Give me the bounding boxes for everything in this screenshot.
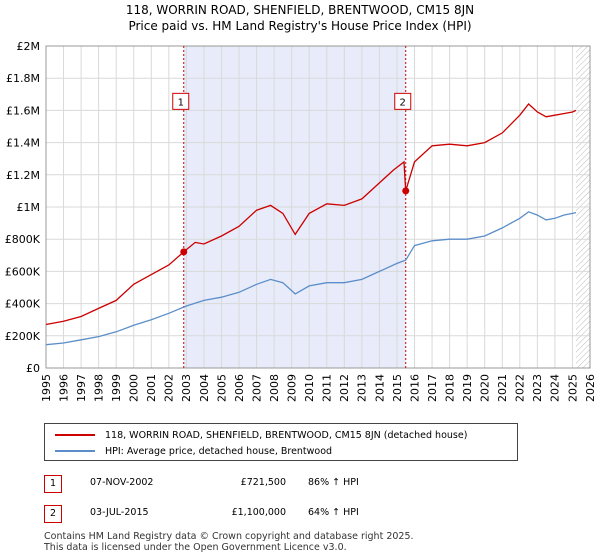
x-tick-label: 2016 — [408, 374, 421, 402]
sale-label-box — [172, 92, 190, 110]
series-line-hpi — [45, 211, 577, 346]
title-line-2: Price paid vs. HM Land Registry's House … — [128, 19, 472, 33]
x-tick-label: 2017 — [426, 374, 439, 402]
title-line-1: 118, WORRIN ROAD, SHENFIELD, BRENTWOOD, … — [125, 3, 475, 17]
y-tick-label: £400K — [5, 298, 41, 311]
x-tick-label: 2023 — [531, 374, 544, 402]
x-tick-label: 2019 — [461, 374, 474, 402]
y-tick-label: £1.8M — [6, 72, 40, 85]
x-tick-label: 2003 — [180, 374, 193, 402]
sale-row: 2 03-JUL-2015 £1,100,000 64% ↑ HPI — [44, 505, 544, 523]
x-tick-label: 2011 — [321, 374, 334, 402]
legend-swatch-property — [55, 434, 95, 436]
sale-number-badge: 2 — [44, 505, 62, 523]
sale-label-text: 1 — [178, 97, 184, 108]
y-tick-label: £1.2M — [6, 169, 40, 182]
sale-hpi-change: 86% ↑ HPI — [308, 477, 359, 488]
sale-date: 07-NOV-2002 — [90, 477, 154, 488]
sale-price: £1,100,000 — [231, 507, 286, 518]
chart-legend: 118, WORRIN ROAD, SHENFIELD, BRENTWOOD, … — [44, 423, 518, 461]
legend-item-property: 118, WORRIN ROAD, SHENFIELD, BRENTWOOD, … — [55, 428, 467, 442]
series-line-property — [45, 103, 577, 326]
footer-line-2: This data is licensed under the Open Gov… — [44, 542, 347, 553]
sale-point — [180, 248, 188, 256]
legend-item-hpi: HPI: Average price, detached house, Bren… — [55, 444, 332, 458]
x-tick-label: 2026 — [584, 374, 597, 402]
y-tick-label: £2M — [17, 40, 41, 53]
sale-point — [402, 187, 410, 195]
x-tick-label: 2009 — [286, 374, 299, 402]
legend-swatch-hpi — [55, 450, 95, 452]
x-tick-label: 1998 — [92, 374, 105, 402]
sale-date: 03-JUL-2015 — [90, 507, 149, 518]
price-chart: £0 £200K £400K £600K £800K £1M £1.2M £1.4M £1.6M… — [5, 40, 597, 402]
x-tick-label: 2021 — [496, 374, 509, 402]
x-tick-label: 2007 — [250, 374, 263, 402]
x-tick-label: 2013 — [356, 374, 369, 402]
y-tick-label: £800K — [5, 233, 41, 246]
sale-label-box — [394, 92, 412, 110]
x-tick-label: 1996 — [57, 374, 70, 402]
x-tick-label: 2010 — [303, 374, 316, 402]
sale-hpi-change: 64% ↑ HPI — [308, 507, 359, 518]
x-tick-label: 1999 — [110, 374, 123, 402]
x-tick-label: 2012 — [338, 374, 351, 402]
plot-frame — [45, 45, 591, 369]
legend-label-hpi: HPI: Average price, detached house, Bren… — [105, 445, 333, 457]
x-tick-label: 2005 — [215, 374, 228, 402]
x-tick-label: 2020 — [479, 374, 492, 402]
y-tick-label: £600K — [5, 265, 41, 278]
y-tick-label: £200K — [5, 330, 41, 343]
x-tick-label: 2014 — [373, 374, 386, 402]
footer-line-1: Contains HM Land Registry data © Crown c… — [44, 531, 414, 542]
x-tick-label: 1997 — [75, 374, 88, 402]
x-tick-label: 1995 — [40, 374, 53, 402]
sale-label-text: 2 — [400, 97, 406, 108]
x-tick-label: 2004 — [198, 374, 211, 402]
x-tick-label: 2008 — [268, 374, 281, 402]
x-tick-label: 2000 — [128, 374, 141, 402]
y-tick-label: £1M — [17, 201, 41, 214]
footer-attribution: Contains HM Land Registry data © Crown c… — [44, 531, 414, 553]
x-tick-label: 2002 — [163, 374, 176, 402]
x-tick-label: 2018 — [443, 374, 456, 402]
sale-row: 1 07-NOV-2002 £721,500 86% ↑ HPI — [44, 475, 544, 493]
x-tick-label: 2015 — [391, 374, 404, 402]
x-tick-label: 2024 — [549, 374, 562, 402]
x-tick-label: 2022 — [514, 374, 527, 402]
sale-number-badge: 1 — [44, 475, 62, 493]
y-tick-label: £1.4M — [6, 137, 40, 150]
x-tick-label: 2001 — [145, 374, 158, 402]
chart-title: 118, WORRIN ROAD, SHENFIELD, BRENTWOOD, … — [0, 2, 600, 34]
x-tick-label: 2025 — [566, 374, 579, 402]
y-tick-label: £1.6M — [6, 104, 40, 117]
sale-price: £721,500 — [240, 477, 286, 488]
legend-label-property: 118, WORRIN ROAD, SHENFIELD, BRENTWOOD, … — [105, 429, 468, 441]
y-tick-label: £0 — [26, 362, 40, 375]
x-tick-label: 2006 — [233, 374, 246, 402]
